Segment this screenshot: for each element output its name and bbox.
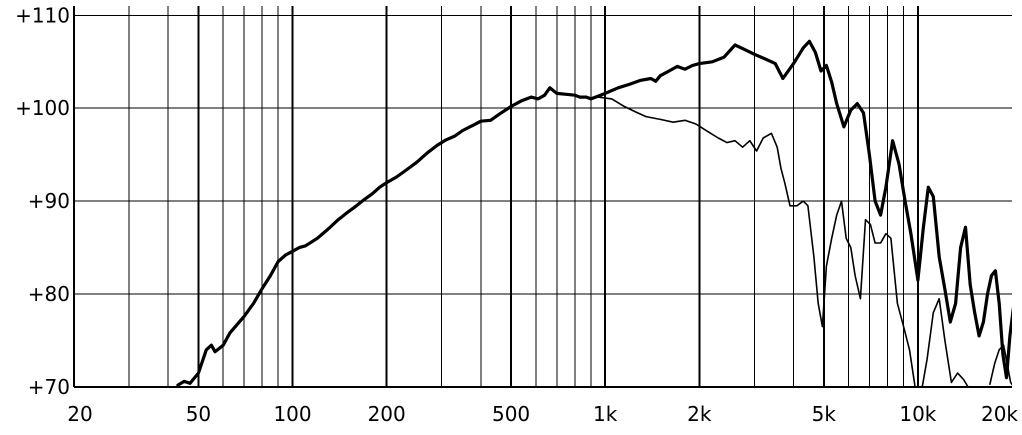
tick-labels: +70 +80 +90 +100 +110 20 50 100 200 500 1k 2k 5k 10k 2… <box>15 3 1018 426</box>
x-tick-label: 200 <box>368 402 406 426</box>
series-line-bold <box>176 39 1012 387</box>
y-tick-label: +80 <box>28 282 70 306</box>
y-tick-label: +70 <box>28 375 70 399</box>
x-tick-label: 500 <box>492 402 530 426</box>
x-tick-label: 50 <box>186 402 211 426</box>
x-tick-label: 5k <box>812 402 837 426</box>
y-tick-label: +90 <box>28 189 70 213</box>
series-line-thin-2 <box>989 344 1012 386</box>
x-tick-label: 1k <box>593 402 618 426</box>
x-tick-label: 10k <box>899 402 936 426</box>
series-layer <box>176 39 1012 387</box>
y-tick-label: +100 <box>15 96 70 120</box>
series-line-thin-1 <box>597 96 970 387</box>
x-tick-label: 20 <box>67 402 92 426</box>
x-tick-label: 20k <box>981 402 1018 426</box>
x-tick-label: 100 <box>273 402 311 426</box>
y-tick-label: +110 <box>15 3 70 27</box>
grid <box>73 6 1012 388</box>
x-tick-label: 2k <box>687 402 712 426</box>
